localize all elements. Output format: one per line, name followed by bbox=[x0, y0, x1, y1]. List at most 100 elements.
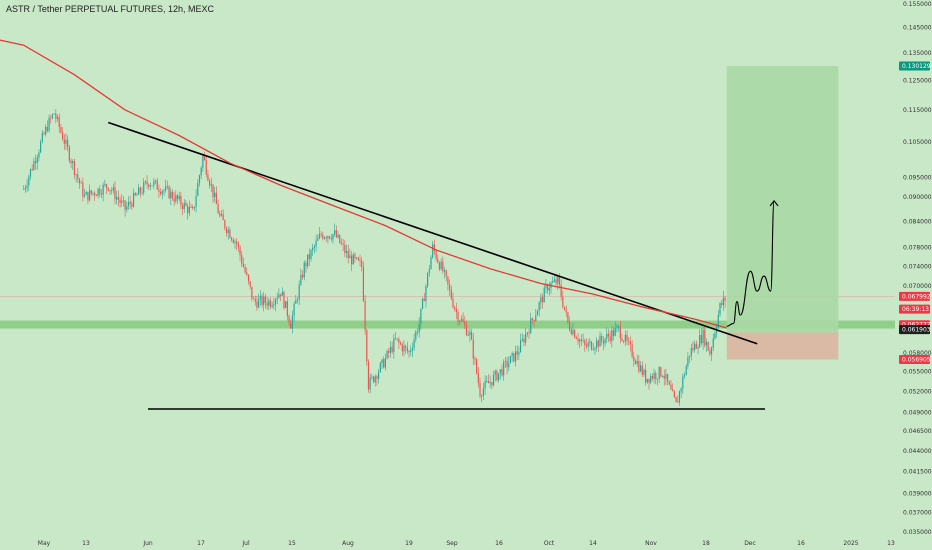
candle bbox=[178, 195, 180, 200]
candle bbox=[99, 188, 101, 195]
candle bbox=[518, 352, 520, 355]
candle bbox=[290, 322, 292, 329]
candle bbox=[612, 330, 615, 336]
candle bbox=[509, 356, 512, 364]
candle bbox=[298, 284, 300, 300]
candle bbox=[100, 194, 103, 196]
candle bbox=[543, 287, 545, 303]
candle bbox=[596, 340, 598, 349]
candle bbox=[227, 229, 229, 234]
candle bbox=[714, 333, 716, 339]
price-tick-label: 0.049000 bbox=[903, 410, 932, 417]
candle bbox=[629, 341, 632, 345]
candle bbox=[188, 207, 190, 214]
candle bbox=[427, 272, 429, 286]
candle bbox=[205, 160, 207, 175]
candle bbox=[337, 234, 339, 238]
candle bbox=[371, 376, 373, 378]
candle bbox=[239, 246, 241, 256]
price-tick-label: 0.095000 bbox=[903, 175, 932, 182]
candle bbox=[519, 340, 522, 353]
candle bbox=[334, 230, 336, 235]
candle bbox=[568, 322, 571, 330]
candle bbox=[562, 296, 564, 307]
candle bbox=[405, 345, 407, 348]
candle bbox=[421, 298, 424, 309]
candle bbox=[33, 161, 35, 170]
candle bbox=[432, 244, 434, 258]
candle bbox=[63, 139, 65, 144]
candle bbox=[634, 360, 637, 364]
candle bbox=[584, 340, 586, 345]
candle bbox=[50, 117, 52, 119]
candle bbox=[197, 183, 199, 196]
candle bbox=[55, 113, 57, 119]
price-tick-label: 0.115000 bbox=[903, 107, 932, 114]
candle bbox=[557, 275, 559, 284]
candle bbox=[709, 350, 711, 355]
moving-average-line bbox=[0, 39, 727, 329]
candle bbox=[295, 299, 297, 304]
candle bbox=[678, 391, 681, 403]
candle bbox=[104, 184, 106, 186]
candle bbox=[34, 161, 37, 164]
candle bbox=[425, 285, 427, 302]
candle bbox=[469, 331, 471, 336]
candle bbox=[476, 359, 478, 374]
candle bbox=[36, 157, 38, 164]
candle bbox=[579, 339, 581, 342]
candle bbox=[349, 255, 351, 259]
price-tick-label: 0.046500 bbox=[903, 428, 932, 435]
candle bbox=[56, 116, 59, 119]
candle bbox=[144, 181, 146, 183]
candle bbox=[114, 187, 116, 200]
candle bbox=[229, 229, 231, 238]
candle bbox=[180, 195, 182, 206]
candle bbox=[406, 347, 408, 352]
time-tick-label: 16 bbox=[495, 540, 503, 547]
candle bbox=[300, 274, 302, 285]
candle bbox=[203, 155, 206, 161]
candle bbox=[526, 332, 528, 334]
candle bbox=[541, 297, 544, 303]
candle bbox=[139, 187, 141, 193]
candle bbox=[305, 262, 307, 267]
candle bbox=[645, 369, 647, 383]
candle bbox=[680, 388, 682, 392]
candle bbox=[486, 381, 488, 382]
price-tick-label: 0.058000 bbox=[903, 350, 932, 357]
price-badge-label-target: 0.130129 bbox=[902, 63, 931, 70]
candle bbox=[668, 381, 670, 385]
candle bbox=[281, 291, 283, 296]
candle bbox=[269, 300, 272, 307]
price-badge-label-countdown: 06:39:13 bbox=[902, 306, 929, 313]
candle bbox=[700, 334, 703, 344]
price-badge-ma bbox=[899, 325, 930, 335]
candle bbox=[89, 190, 91, 201]
candle bbox=[604, 338, 606, 344]
candle bbox=[198, 175, 201, 184]
candle bbox=[479, 383, 481, 397]
candle bbox=[127, 201, 130, 207]
candle bbox=[78, 178, 81, 184]
candle bbox=[462, 318, 464, 322]
candle bbox=[443, 270, 446, 272]
candle bbox=[386, 350, 388, 359]
candle bbox=[323, 237, 326, 239]
candle bbox=[94, 192, 96, 196]
candle bbox=[408, 351, 410, 353]
candle bbox=[129, 201, 131, 204]
candle bbox=[217, 204, 219, 214]
candle bbox=[207, 174, 209, 181]
candle bbox=[168, 186, 170, 199]
candle bbox=[719, 303, 721, 315]
candle bbox=[141, 192, 143, 194]
candle bbox=[51, 114, 54, 119]
candle bbox=[23, 189, 25, 190]
candle bbox=[540, 297, 542, 303]
candle bbox=[242, 263, 245, 268]
candle bbox=[102, 184, 104, 195]
candle bbox=[367, 361, 370, 390]
